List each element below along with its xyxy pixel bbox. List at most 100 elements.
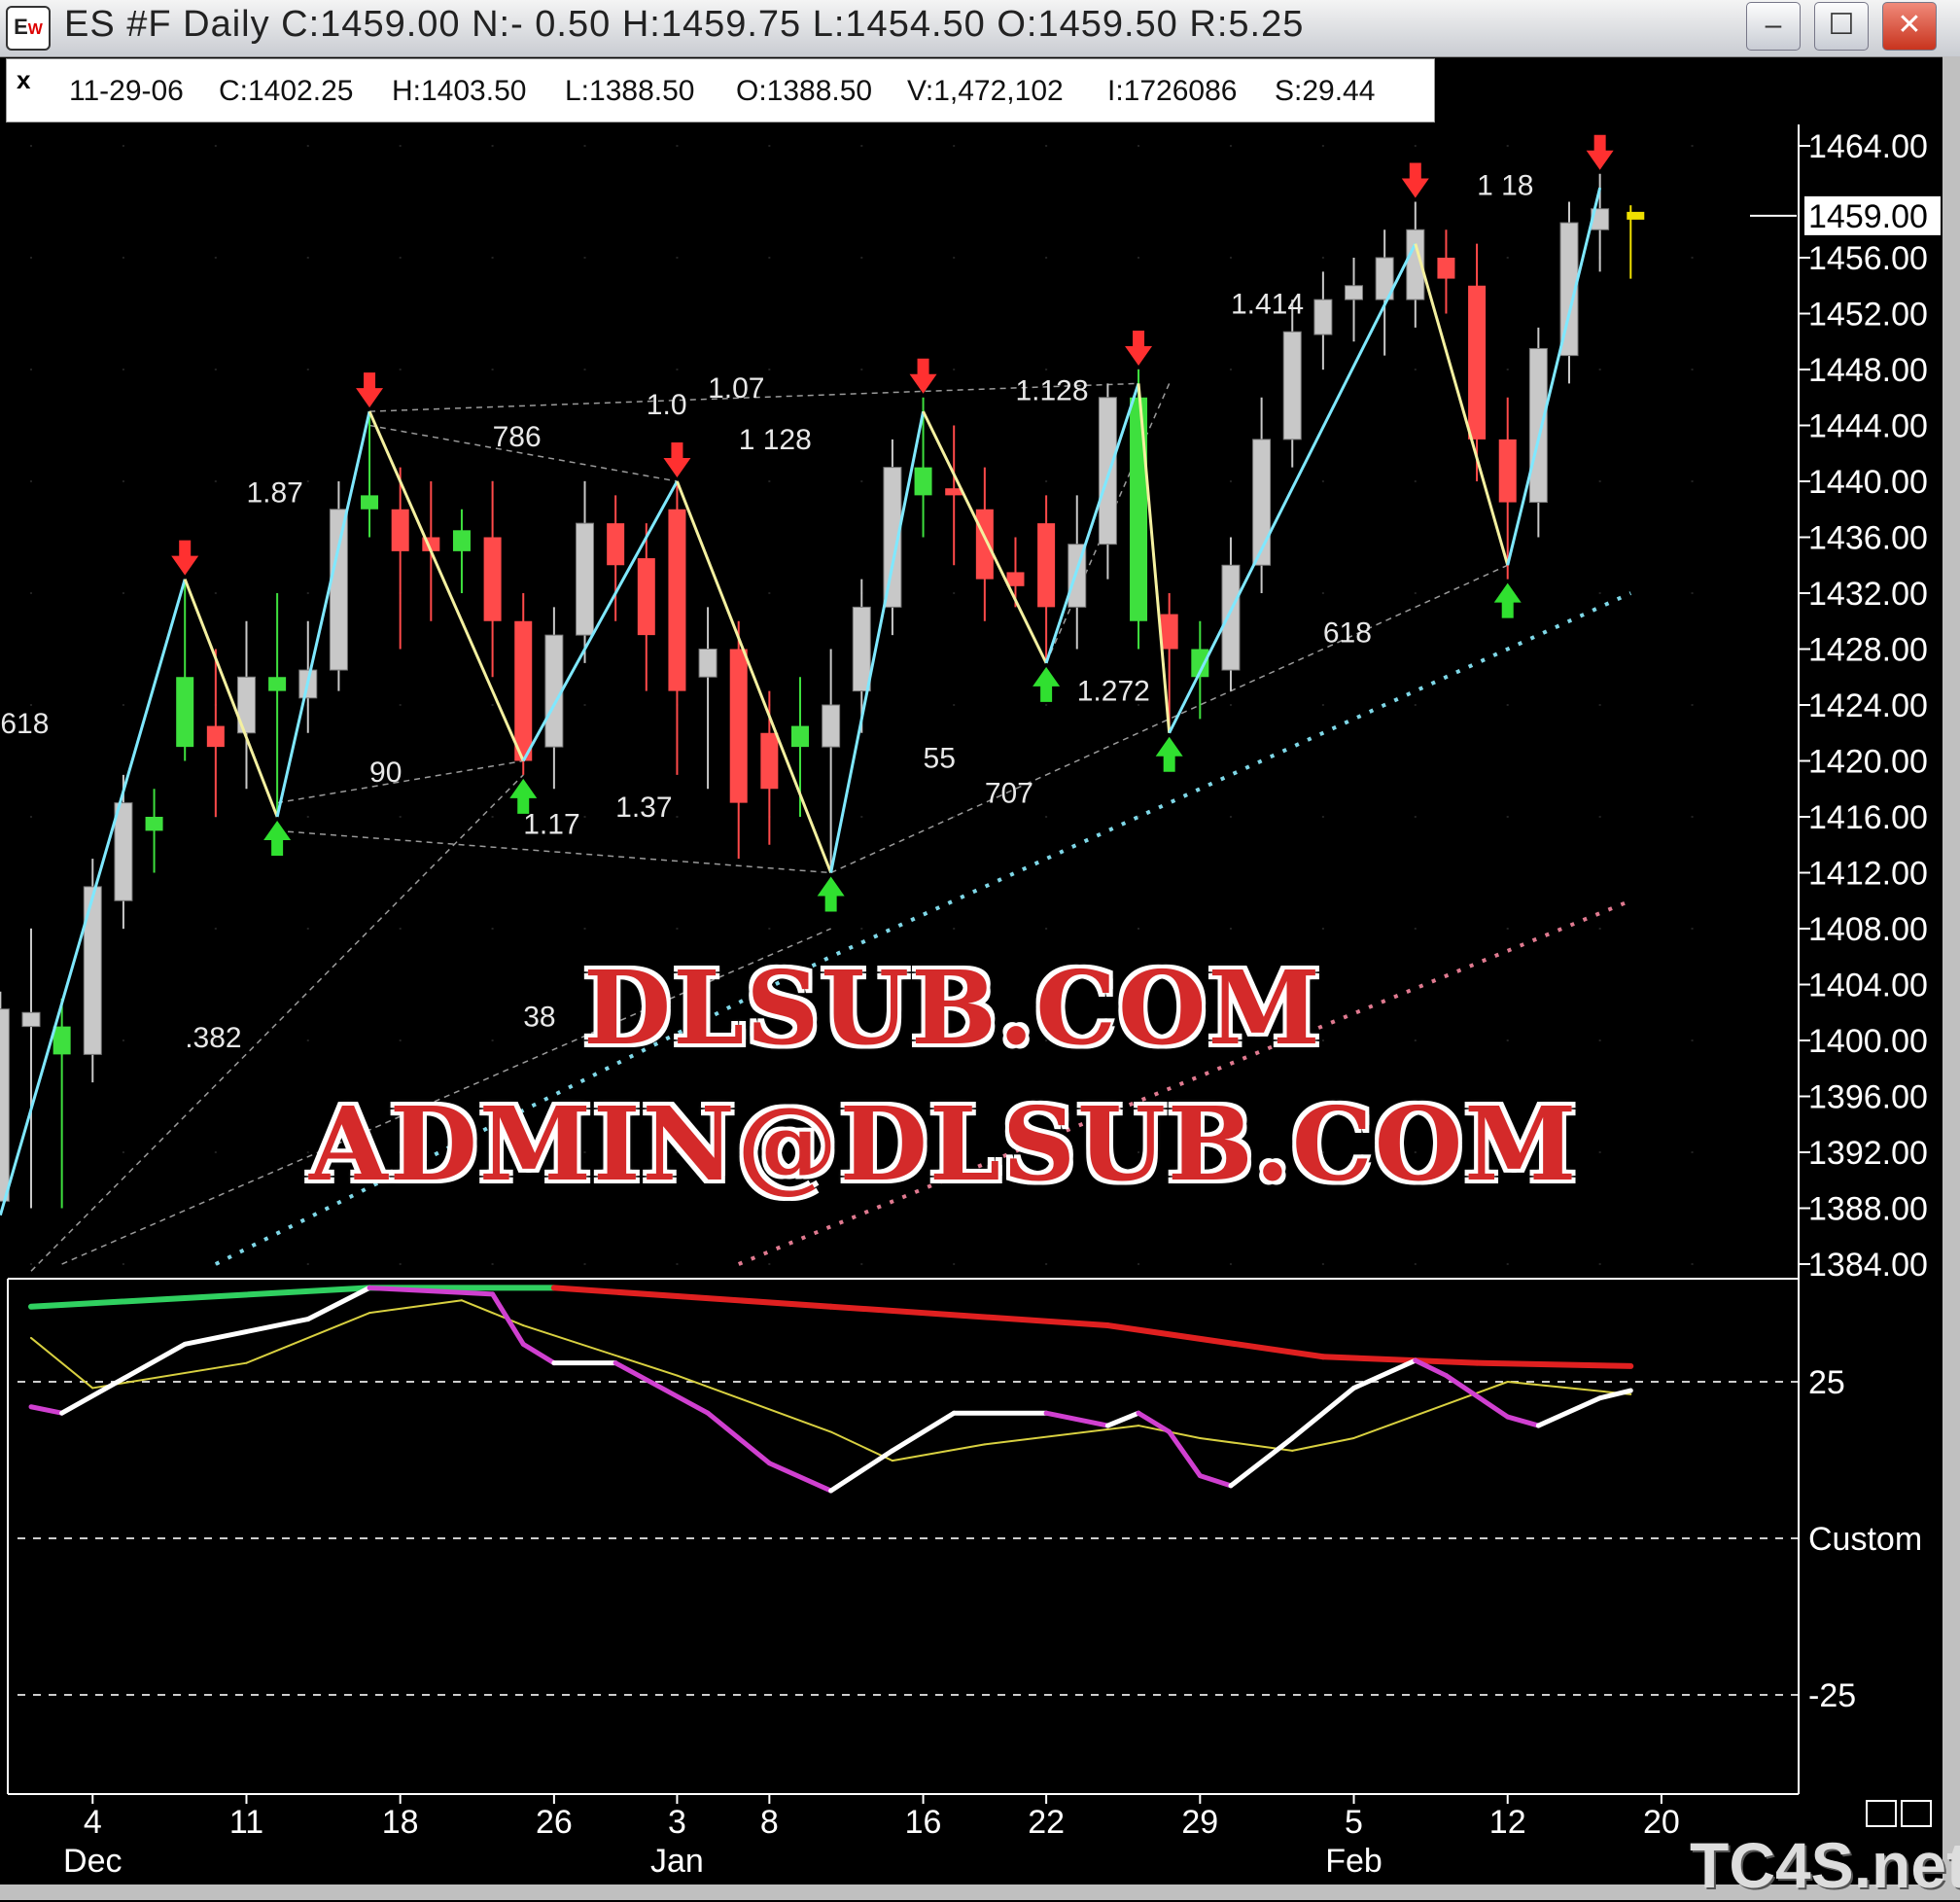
grid-dot [1598, 369, 1601, 370]
candle-body [329, 509, 348, 671]
oscillator-segment-slow [245, 1312, 371, 1364]
fib-label: 1.37 [615, 792, 672, 824]
window-border-bottom [0, 1884, 1960, 1900]
oscillator-segment-fast [1443, 1373, 1511, 1420]
oscillator-segment-fast [1104, 1410, 1141, 1428]
grid-dot [491, 257, 494, 259]
grid-dot [768, 592, 771, 594]
grid-dot [676, 816, 679, 818]
grid-dot [30, 1263, 32, 1265]
grid-dot [306, 928, 309, 930]
grid-dot [1321, 1263, 1324, 1265]
grid-dot [1691, 1039, 1694, 1041]
grid-dot [1229, 816, 1232, 818]
grid-dot [491, 816, 494, 818]
grid-dot [1506, 1151, 1509, 1153]
oscillator-segment-slow [30, 1336, 94, 1390]
grid-dot [583, 145, 586, 147]
grid-dot [1138, 1263, 1140, 1265]
price-tick-label: 1420.00 [1808, 744, 1928, 781]
buy-arrow-icon [263, 821, 292, 856]
grid-dot [30, 704, 32, 706]
grid-dot [860, 928, 863, 930]
grid-dot [306, 1263, 309, 1265]
oscillator-segment-slow [1352, 1381, 1509, 1439]
candle [268, 593, 287, 817]
oscillator-segment-fast [766, 1461, 834, 1494]
grid-dot [214, 480, 217, 482]
price-tick-label: 1400.00 [1808, 1023, 1928, 1060]
minimize-button[interactable]: – [1746, 2, 1801, 51]
zigzag-segment [0, 579, 187, 1216]
grid-dot [1321, 145, 1324, 147]
candle [1498, 397, 1517, 580]
grid-dot [860, 369, 863, 370]
panel-toggle-icon [1866, 1800, 1897, 1827]
grid-dot [399, 257, 402, 259]
oscillator-segment-fast [1505, 1414, 1541, 1428]
grid-dot [676, 257, 679, 259]
oscillator-segment-fast [182, 1317, 311, 1347]
candle [1037, 495, 1056, 663]
grid-dot [676, 928, 679, 930]
candle [1345, 258, 1364, 342]
candle [452, 509, 471, 593]
grid-dot [1598, 1263, 1601, 1265]
candle [1528, 327, 1548, 538]
candle-body [268, 677, 287, 691]
fib-label: 1.0 [647, 389, 687, 421]
close-button[interactable]: ✕ [1882, 2, 1937, 51]
candle-body [176, 677, 194, 748]
price-tick-label: 1408.00 [1808, 911, 1928, 948]
candle [1313, 271, 1333, 370]
oscillator-segment-fast [520, 1341, 557, 1366]
grid-dot [953, 1151, 956, 1153]
candle [391, 467, 409, 650]
candle-body [236, 676, 256, 734]
info-close-button[interactable]: x [17, 65, 31, 94]
maximize-button[interactable]: ☐ [1814, 2, 1869, 51]
fib-annotations: 618 1.87 786 1.0 1.07 1 128 1.128 90 1.17 1.37 55 7… [0, 169, 1533, 1054]
grid-dot [1138, 1151, 1140, 1153]
grid-dot [306, 145, 309, 147]
price-tick-label: 1424.00 [1808, 687, 1928, 724]
fib-label: 55 [924, 743, 956, 775]
info-open-interest: I:1726086 [1107, 75, 1238, 107]
grid-dot [1691, 1151, 1694, 1153]
zigzag-segment [521, 480, 679, 762]
oscillator-segment-signal [28, 1285, 373, 1310]
grid-dot [583, 1263, 586, 1265]
candle [576, 481, 595, 663]
grid-dot [1506, 1039, 1509, 1041]
grid-dot [1691, 928, 1694, 930]
trendline [276, 759, 524, 804]
grid-dot [1045, 1263, 1048, 1265]
time-tick-label: 11 [229, 1804, 263, 1841]
oscillator-segment-fast [1597, 1388, 1633, 1401]
grid-dot [122, 480, 124, 482]
grid-dot [953, 592, 956, 594]
grid-dot [122, 1151, 124, 1153]
watermark-admin-email: ADMIN@DLSUB.COM [309, 1084, 1579, 1204]
candle-body [1375, 257, 1394, 300]
grid-dot [1691, 257, 1694, 259]
candle-body [1468, 285, 1487, 440]
time-tick-label: 8 [760, 1804, 779, 1841]
grid-dot [768, 480, 771, 482]
time-tick-label: 3 [668, 1804, 686, 1841]
info-close-price: C:1402.25 [219, 75, 354, 107]
grid-dot [1045, 928, 1048, 930]
grid-dot [1506, 257, 1509, 259]
grid-dot [122, 145, 124, 147]
oscillator-segment-slow [368, 1299, 463, 1315]
candle [1006, 537, 1025, 608]
zigzag-segment [1168, 242, 1418, 734]
candle [1160, 593, 1178, 733]
candles [0, 173, 1645, 1209]
oscillator-segment-fast [28, 1404, 65, 1416]
watermark-dlsub: DLSUB.COM [583, 948, 1322, 1068]
grid-dot [1414, 1039, 1417, 1041]
current-price-box [1804, 195, 1941, 235]
